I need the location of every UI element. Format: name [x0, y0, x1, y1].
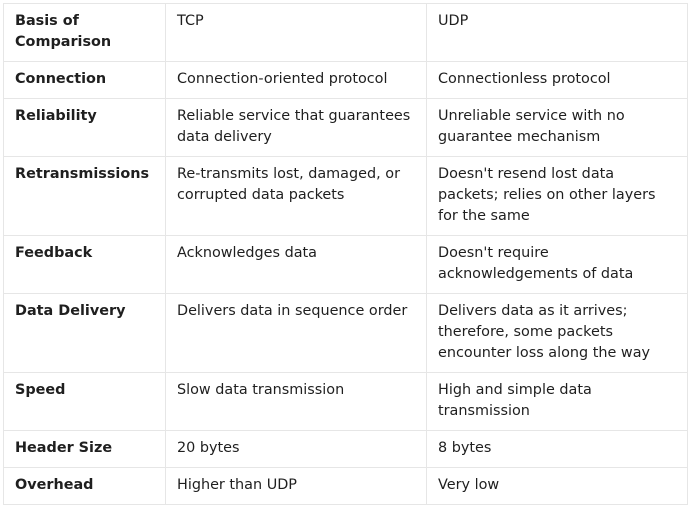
- cell-tcp-header-size: 20 bytes: [165, 430, 427, 468]
- table-row: Overhead Higher than UDP Very low: [3, 467, 688, 505]
- row-label-retransmissions: Retransmissions: [3, 156, 166, 236]
- row-label-feedback: Feedback: [3, 235, 166, 294]
- row-label-header-size: Header Size: [3, 430, 166, 468]
- cell-tcp-retransmissions: Re-transmits lost, damaged, or corrupted…: [165, 156, 427, 236]
- cell-tcp-feedback: Acknowledges data: [165, 235, 427, 294]
- cell-udp-overhead: Very low: [426, 467, 688, 505]
- cell-udp-feedback: Doesn't require acknowledgements of data: [426, 235, 688, 294]
- cell-udp-speed: High and simple data transmission: [426, 372, 688, 431]
- page: Basis of Comparison TCP UDP Connection C…: [3, 3, 688, 505]
- cell-tcp-reliability: Reliable service that guarantees data de…: [165, 98, 427, 157]
- table-row: Header Size 20 bytes 8 bytes: [3, 430, 688, 468]
- cell-tcp-connection: Connection-oriented protocol: [165, 61, 427, 99]
- cell-udp-retransmissions: Doesn't resend lost data packets; relies…: [426, 156, 688, 236]
- cell-udp-reliability: Unreliable service with no guarantee mec…: [426, 98, 688, 157]
- row-label-data-delivery: Data Delivery: [3, 293, 166, 373]
- row-label-speed: Speed: [3, 372, 166, 431]
- table-row: Data Delivery Delivers data in sequence …: [3, 293, 688, 373]
- cell-udp-data-delivery: Delivers data as it arrives; therefore, …: [426, 293, 688, 373]
- cell-tcp-data-delivery: Delivers data in sequence order: [165, 293, 427, 373]
- table-row: Retransmissions Re-transmits lost, damag…: [3, 156, 688, 236]
- header-tcp: TCP: [165, 3, 427, 62]
- cell-tcp-overhead: Higher than UDP: [165, 467, 427, 505]
- table-row: Connection Connection-oriented protocol …: [3, 61, 688, 99]
- header-basis-of-comparison: Basis of Comparison: [3, 3, 166, 62]
- cell-tcp-speed: Slow data transmission: [165, 372, 427, 431]
- row-label-overhead: Overhead: [3, 467, 166, 505]
- table-row: Feedback Acknowledges data Doesn't requi…: [3, 235, 688, 294]
- header-udp: UDP: [426, 3, 688, 62]
- cell-udp-connection: Connectionless protocol: [426, 61, 688, 99]
- tcp-udp-comparison-table: Basis of Comparison TCP UDP Connection C…: [3, 3, 688, 505]
- row-label-reliability: Reliability: [3, 98, 166, 157]
- table-header-row: Basis of Comparison TCP UDP: [3, 3, 688, 62]
- cell-udp-header-size: 8 bytes: [426, 430, 688, 468]
- table-row: Reliability Reliable service that guaran…: [3, 98, 688, 157]
- row-label-connection: Connection: [3, 61, 166, 99]
- table-row: Speed Slow data transmission High and si…: [3, 372, 688, 431]
